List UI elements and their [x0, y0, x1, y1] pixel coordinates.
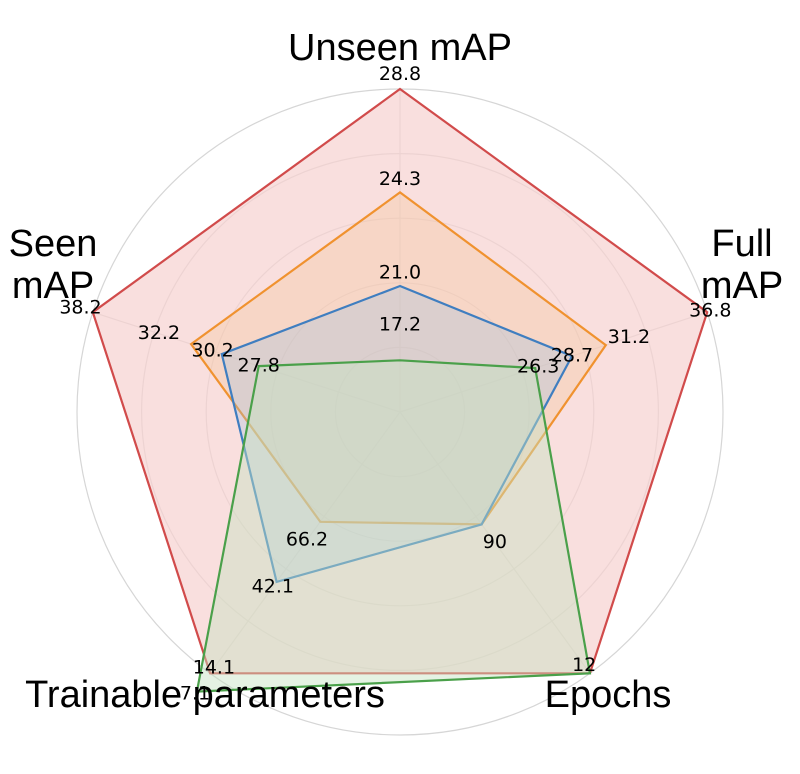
value-label-epochs-1: 90 — [483, 531, 507, 553]
value-label-full-map-3: 28.7 — [551, 345, 593, 367]
value-label-seen-map-3: 30.2 — [191, 340, 233, 362]
axis-label-unseen-map: Unseen mAP — [288, 27, 512, 69]
value-label-full-map-1: 36.8 — [689, 300, 731, 322]
value-label-unseen-map-1: 28.8 — [379, 63, 421, 85]
axis-label-seen-map: Seen mAP — [9, 223, 98, 307]
value-label-full-map-4: 26.3 — [517, 356, 559, 378]
value-label-trainable-parameters-2: 42.1 — [252, 576, 294, 598]
value-label-trainable-parameters-3: 14.1 — [193, 657, 235, 679]
value-label-unseen-map-4: 17.2 — [379, 313, 421, 335]
value-label-epochs-2: 12 — [572, 654, 596, 676]
value-label-trainable-parameters-1: 66.2 — [286, 529, 328, 551]
axis-label-full-map: Full mAP — [701, 223, 783, 307]
axis-label-trainable-parameters: Trainable parameters — [25, 674, 385, 716]
value-label-seen-map-4: 27.8 — [238, 355, 280, 377]
value-label-full-map-2: 31.2 — [608, 326, 650, 348]
radar-series — [91, 87, 709, 693]
series-red-polygon — [91, 87, 709, 675]
value-label-seen-map-1: 38.2 — [59, 297, 101, 319]
axis-label-epochs: Epochs — [545, 674, 672, 716]
series-orange-polygon — [189, 191, 608, 526]
series-blue-polygon — [220, 284, 574, 584]
value-label-unseen-map-3: 21.0 — [379, 262, 421, 284]
value-label-seen-map-2: 32.2 — [138, 322, 180, 344]
value-label-unseen-map-2: 24.3 — [379, 168, 421, 190]
series-green-polygon — [195, 359, 592, 693]
value-label-trainable-parameters-4: 7.1 — [180, 683, 210, 705]
radar-value-labels: 28.8 24.3 21.0 17.2 36.8 31.2 28.726.3 90 12 66.2… — [59, 63, 731, 705]
radar-axis-labels: Unseen mAP Full mAP Epochs Trainable paramet… — [9, 27, 784, 716]
